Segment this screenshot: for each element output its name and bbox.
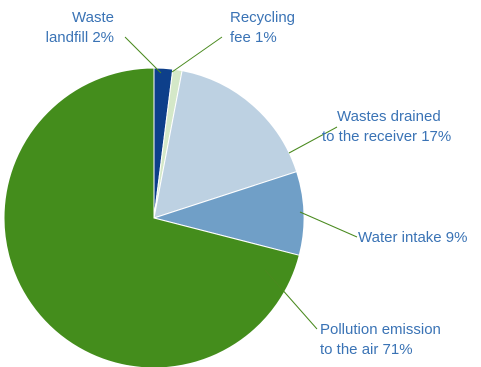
slice-label-wastes-drained-line-2: to the receiver 17% [322, 128, 451, 145]
slice-label-recycling-line-2: fee 1% [230, 29, 277, 46]
pie-slice-pollution-emission [3, 67, 300, 367]
leader-line-waste [124, 36, 162, 74]
leader-line-recycling [171, 36, 223, 73]
slice-label-pollution-emission-line-2: to the air 71% [320, 341, 413, 358]
slice-label-pollution-emission-line-1: Pollution emission [320, 321, 441, 338]
slice-label-waste-line-1: Waste [72, 9, 114, 26]
slice-label-wastes-drained-line-1: Wastes drained [337, 108, 441, 125]
slice-label-recycling-line-1: Recycling [230, 9, 295, 26]
pie-slice-wastes-drained [153, 70, 298, 219]
slice-label-water-intake-9-line-1: Water intake 9% [358, 229, 468, 246]
leader-lines [124, 36, 358, 330]
slice-labels: Waste landfill 2% Recycling fee 1% Wastes dr… [46, 9, 468, 358]
leader-line-wastes-drained [288, 126, 338, 154]
leader-line-water-intake-9 [299, 211, 358, 238]
slice-label-waste-line-2: landfill 2% [46, 29, 114, 46]
leader-line-pollution-emission [264, 269, 318, 330]
pie-slices [3, 67, 305, 367]
